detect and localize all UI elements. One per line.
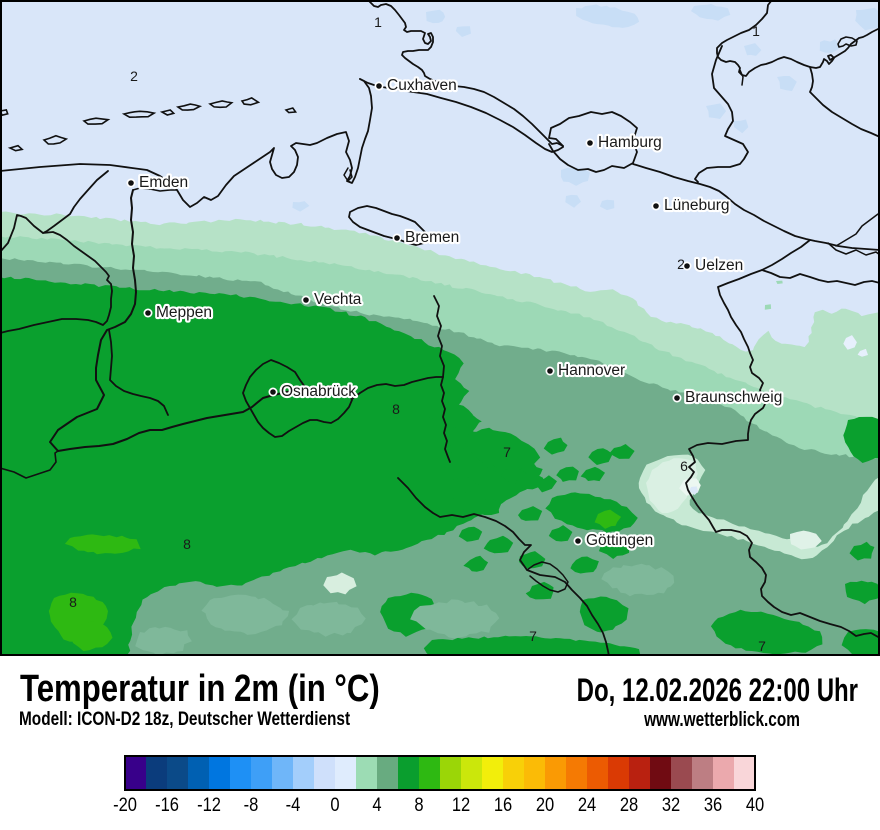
svg-text:Göttingen: Göttingen [586,532,653,549]
svg-text:Uelzen: Uelzen [695,257,743,274]
svg-text:0: 0 [330,794,339,815]
svg-text:32: 32 [662,794,680,815]
svg-text:24: 24 [578,794,596,815]
svg-text:7: 7 [503,444,511,460]
svg-text:Osnabrück: Osnabrück [281,383,356,400]
svg-text:8: 8 [414,794,423,815]
svg-text:-4: -4 [286,794,301,815]
svg-text:2: 2 [677,256,685,272]
svg-text:6: 6 [680,458,688,474]
svg-text:7: 7 [529,628,537,644]
svg-text:www.wetterblick.com: www.wetterblick.com [643,708,800,730]
svg-text:2: 2 [130,68,138,84]
svg-text:Temperatur in 2m (in °C): Temperatur in 2m (in °C) [20,668,380,710]
svg-text:Braunschweig: Braunschweig [685,389,782,406]
svg-text:Do, 12.02.2026 22:00 Uhr: Do, 12.02.2026 22:00 Uhr [577,672,858,708]
svg-text:36: 36 [704,794,722,815]
svg-text:-16: -16 [155,794,179,815]
svg-text:-12: -12 [197,794,221,815]
svg-text:Lüneburg: Lüneburg [664,197,730,214]
svg-text:40: 40 [746,794,764,815]
svg-text:Cuxhaven: Cuxhaven [387,77,457,94]
svg-text:4: 4 [372,794,381,815]
svg-text:Hannover: Hannover [558,362,625,379]
svg-text:-20: -20 [113,794,137,815]
svg-text:Bremen: Bremen [405,229,459,246]
svg-text:Emden: Emden [139,174,188,191]
svg-text:8: 8 [392,401,400,417]
svg-text:16: 16 [494,794,512,815]
svg-text:Hamburg: Hamburg [598,134,662,151]
svg-text:8: 8 [69,594,77,610]
svg-text:12: 12 [452,794,470,815]
svg-text:Modell: ICON-D2 18z, Deutscher: Modell: ICON-D2 18z, Deutscher Wetterdie… [19,707,350,729]
svg-text:1: 1 [752,23,760,39]
svg-text:Meppen: Meppen [156,304,212,321]
svg-text:7: 7 [758,638,766,654]
svg-text:Vechta: Vechta [314,291,362,308]
svg-text:1: 1 [374,14,382,30]
svg-text:-8: -8 [244,794,259,815]
svg-text:8: 8 [183,536,191,552]
svg-text:28: 28 [620,794,638,815]
svg-text:20: 20 [536,794,554,815]
